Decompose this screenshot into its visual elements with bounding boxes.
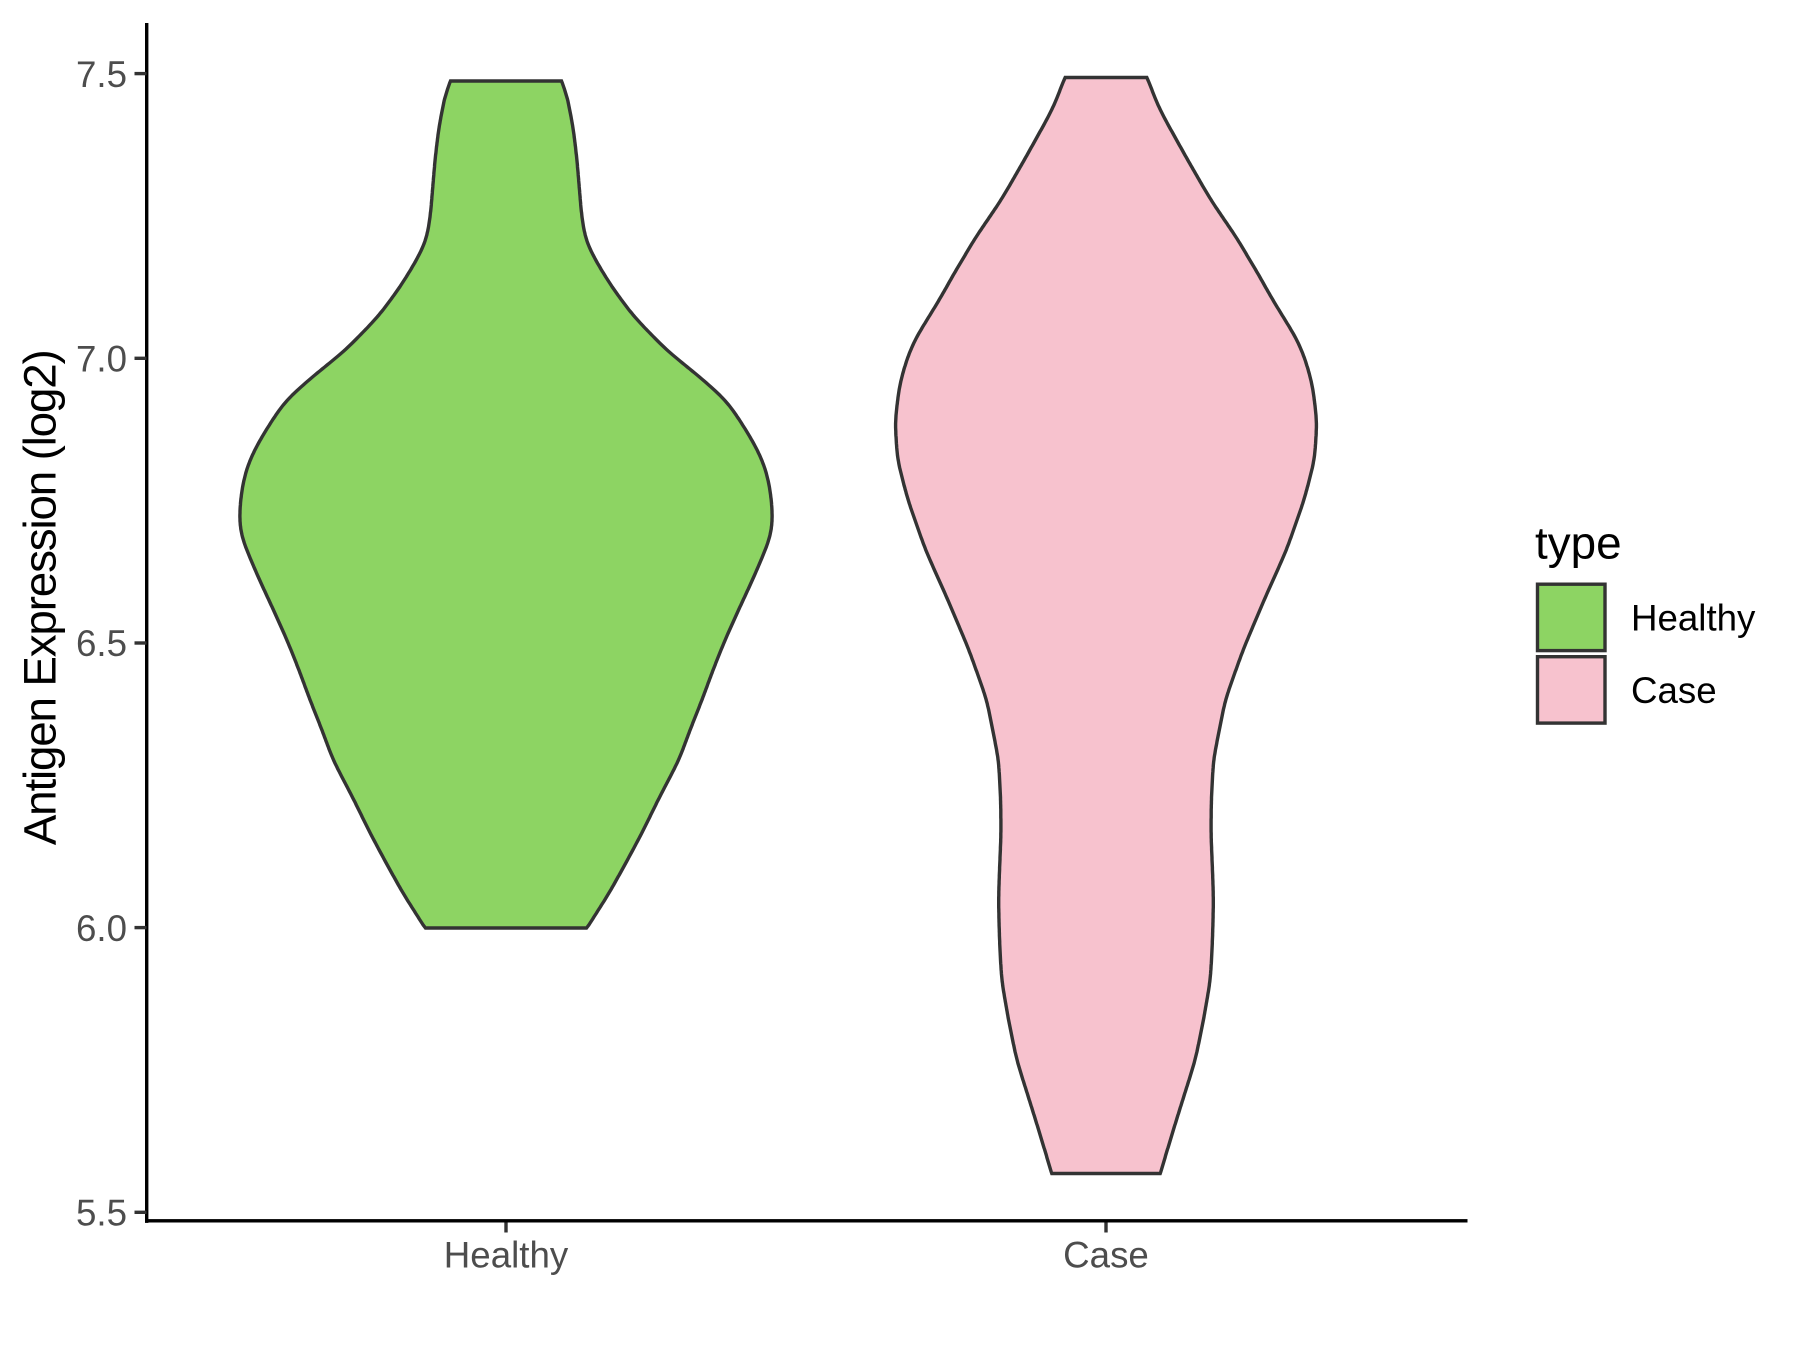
svg-text:Healthy: Healthy [1631, 598, 1756, 639]
svg-text:Antigen Expression (log2): Antigen Expression (log2) [15, 349, 66, 845]
svg-text:Case: Case [1631, 670, 1717, 711]
svg-text:5.5: 5.5 [76, 1193, 127, 1234]
svg-text:6.5: 6.5 [76, 623, 127, 664]
svg-text:type: type [1535, 517, 1622, 568]
svg-text:7.5: 7.5 [76, 54, 127, 95]
svg-text:Case: Case [1063, 1235, 1149, 1276]
svg-text:6.0: 6.0 [76, 908, 127, 949]
svg-text:Healthy: Healthy [444, 1235, 569, 1276]
svg-text:7.0: 7.0 [76, 339, 127, 380]
